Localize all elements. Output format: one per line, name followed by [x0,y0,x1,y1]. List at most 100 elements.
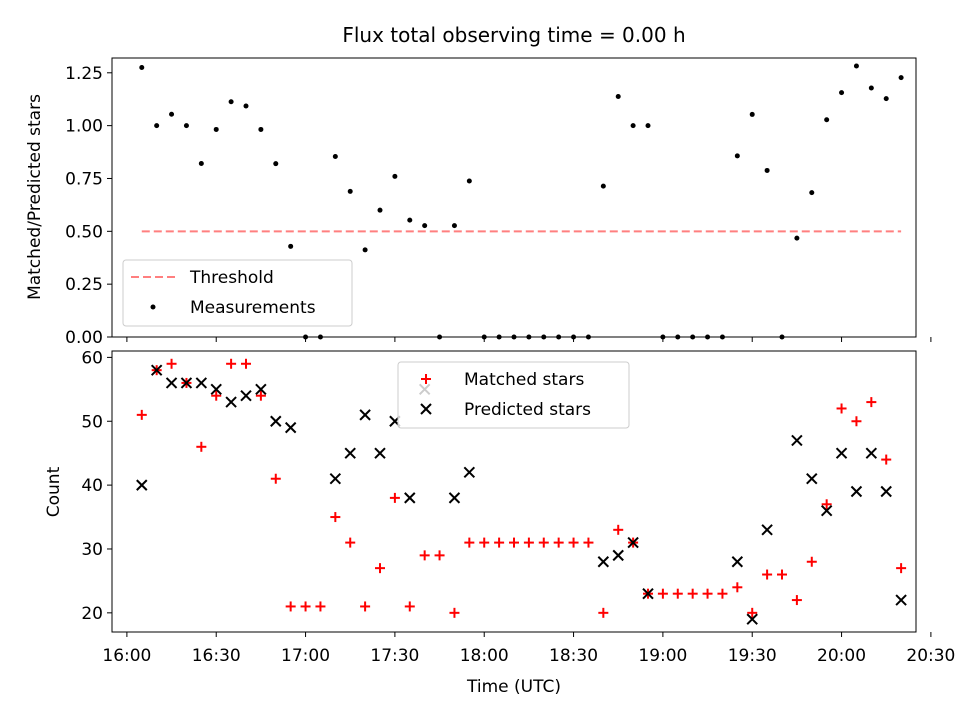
bottom-x-tick-label: 17:30 [370,646,419,666]
predicted-x-b [329,473,342,485]
measurement-point [764,167,770,173]
measurement-point [392,173,398,179]
measurement-point [705,334,711,340]
bottom-x-tick-label: 16:00 [102,646,151,666]
predicted-x-b [806,473,818,485]
matched-stars-point [806,556,817,567]
predicted-stars-point [835,447,848,459]
matched-stars-point [166,358,177,369]
measurement-point [898,75,904,81]
measurement-point [853,63,859,69]
bottom-x-tick-label: 16:30 [192,646,241,666]
measurement-point [690,334,696,340]
measurement-point [466,178,472,184]
predicted-x-b [359,409,371,421]
predicted-x-b [448,492,461,504]
bottom-x-tick-label: 17:00 [281,646,330,666]
measurement-point [585,334,591,340]
predicted-stars-legend-label: Predicted stars [464,400,591,420]
matched-stars-point [687,588,698,599]
measurement-point [451,223,457,229]
matched-stars-point [747,607,758,618]
matched-stars-point [360,601,371,612]
measurement-point [660,334,666,340]
measurement-point [541,334,547,340]
top-y-tick-label: 1.00 [65,117,103,137]
measurement-point [824,117,830,123]
predicted-x-b [895,594,907,606]
top-y-tick-label: 0.00 [65,328,103,348]
measurement-point [183,123,189,129]
predicted-stars-point [448,492,461,504]
matched-stars-point [613,524,624,535]
measurement-point [437,334,443,340]
top-y-tick-label: 0.25 [65,275,103,295]
matched-stars-point [404,601,415,612]
predicted-x-b [791,434,803,447]
bottom-x-tick-label: 20:30 [906,646,955,666]
measurement-point [571,334,577,340]
predicted-x-b [240,389,252,402]
measurement-point [615,93,621,99]
matched-stars-point [583,537,594,548]
predicted-x-b [835,447,848,459]
predicted-x-b [270,415,282,427]
bottom-chart-legend: Matched stars Predicted stars [397,361,630,429]
predicted-x-b [746,613,758,625]
measurement-point [675,334,681,340]
matched-stars-point [672,588,683,599]
measurements-legend-swatch [150,304,156,310]
predicted-x-b [761,524,773,536]
measurement-point [794,235,800,241]
measurement-point [600,183,606,189]
predicted-stars-point [820,504,833,517]
measurement-point [303,334,309,340]
predicted-x-b [850,485,863,498]
measurement-point [779,334,785,340]
matched-stars-point [196,441,207,452]
measurement-point [407,217,413,223]
measurement-point [169,111,175,117]
measurement-point [154,123,160,129]
predicted-stars-point [463,466,476,479]
matched-stars-point [851,416,862,427]
bottom-y-tick-label: 20 [81,604,103,624]
predicted-stars-point [225,396,237,408]
predicted-stars-point [150,364,163,376]
measurements-legend-label: Measurements [190,298,316,318]
measurement-point [288,243,294,249]
bottom-x-tick-label: 18:00 [460,646,509,666]
predicted-x-b [195,377,208,389]
predicted-x-b [344,447,356,459]
predicted-stars-point [880,485,892,498]
predicted-x-b [642,587,654,600]
predicted-x-b [180,377,193,389]
matched-stars-point [330,512,341,523]
measurement-point [139,65,145,71]
bottom-x-tick-label: 20:00 [817,646,866,666]
predicted-stars-point [642,587,654,600]
measurement-point [883,96,889,102]
bottom-y-tick-label: 50 [81,412,103,432]
matched-stars-point [300,601,311,612]
matched-stars-legend-swatch [421,374,431,384]
matched-stars-point [538,537,549,548]
predicted-x-b [597,556,610,568]
matched-stars-point [389,492,400,503]
predicted-stars-point [612,549,624,562]
measurement-point [719,334,725,340]
predicted-stars-point [195,377,208,389]
measurement-point [243,103,249,109]
predicted-stars-point [731,556,744,568]
matched-stars-point [479,537,490,548]
bottom-x-tick-label: 19:30 [728,646,777,666]
bottom-y-tick-label: 60 [81,348,103,368]
predicted-stars-point [180,377,193,389]
bottom-y-tick-label: 40 [81,476,103,496]
matched-stars-legend-label: Matched stars [464,370,584,390]
matched-stars-point [881,454,892,465]
measurement-point [481,334,487,340]
bottom-chart-frame [111,350,917,633]
matched-stars-point [568,537,579,548]
